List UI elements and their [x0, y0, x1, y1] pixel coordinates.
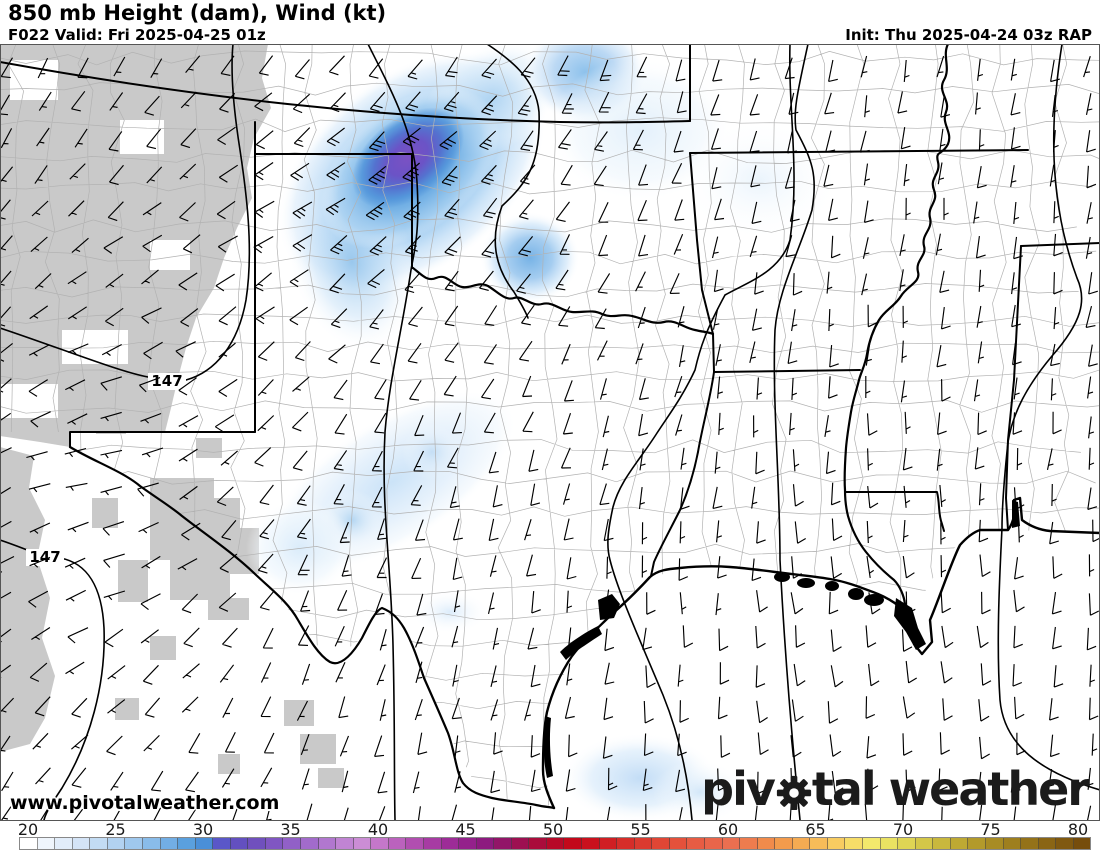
colorbar-cell	[687, 838, 705, 849]
map-svg: 147 147	[0, 44, 1100, 821]
colorbar-cell	[915, 838, 934, 849]
colorbar-cell	[985, 838, 1004, 849]
colorbar-cell	[459, 838, 477, 849]
colorbar-cell	[72, 838, 91, 849]
colorbar-tick-label: 40	[367, 820, 389, 839]
colorbar-tick-labels: 20 25 30 35 40 45 50 55 60 65 70 75 80	[0, 820, 1100, 839]
colorbar-cell	[1038, 838, 1057, 849]
colorbar-cell	[898, 838, 916, 849]
colorbar-cell	[546, 838, 565, 849]
colorbar-cell	[265, 838, 284, 849]
colorbar-tick-label: 50	[542, 820, 564, 839]
colorbar-cell	[37, 838, 56, 849]
weather-map-canvas: 147 147 www.pivotalweather.com piv tal we…	[0, 44, 1100, 821]
colorbar-cell	[880, 838, 899, 849]
colorbar-cell	[20, 838, 38, 849]
pivotal-weather-logo: piv tal weather	[701, 762, 1090, 816]
colorbar-tick-label: 25	[105, 820, 126, 839]
colorbar-tick-label: 35	[280, 820, 301, 839]
colorbar-cell	[582, 838, 600, 849]
watermark-url: www.pivotalweather.com	[10, 792, 280, 814]
colorbar-cell	[283, 838, 301, 849]
wind-barbs-layer	[0, 55, 1100, 821]
height-contour-label: 147	[151, 372, 182, 390]
colorbar-tick-label: 30	[192, 820, 214, 839]
colorbar-cell	[740, 838, 758, 849]
colorbar-cell	[827, 838, 846, 849]
colorbar-cell	[757, 838, 776, 849]
colorbar-cell	[863, 838, 881, 849]
colorbar-cell	[599, 838, 618, 849]
colorbar-cell	[160, 838, 179, 849]
colorbar-cell	[564, 838, 582, 849]
colorbar-cell	[1021, 838, 1039, 849]
colorbar-tick-label: 45	[455, 820, 476, 839]
logo-text-piv: piv	[701, 762, 776, 816]
colorbar-cell	[230, 838, 249, 849]
forecast-valid-label: F022 Valid: Fri 2025-04-25 01z	[8, 26, 266, 44]
colorbar-cell	[634, 838, 653, 849]
colorbar-tick-label: 65	[805, 820, 826, 839]
colorbar-cell	[353, 838, 372, 849]
colorbar-cell	[55, 838, 73, 849]
colorbar-cell	[933, 838, 951, 849]
colorbar-cell	[371, 838, 389, 849]
colorbar-cell	[968, 838, 986, 849]
colorbar-cell	[90, 838, 108, 849]
colorbar-cell	[529, 838, 547, 849]
colorbar-tick-label: 60	[717, 820, 739, 839]
colorbar-cell	[178, 838, 196, 849]
colorbar-cell	[775, 838, 793, 849]
colorbar-cell	[301, 838, 319, 849]
colorbar-cell	[441, 838, 460, 849]
colorbar-cell	[792, 838, 811, 849]
colorbar-cell	[652, 838, 670, 849]
colorbar-cell	[1056, 838, 1074, 849]
colorbar-cell	[318, 838, 337, 849]
colorbar-cell	[125, 838, 143, 849]
map-header: 850 mb Height (dam), Wind (kt) F022 Vali…	[0, 0, 1100, 44]
colorbar-cell	[248, 838, 266, 849]
colorbar-cell	[950, 838, 969, 849]
colorbar-cell	[494, 838, 512, 849]
colorbar-cell	[511, 838, 530, 849]
height-contour-label: 147	[29, 548, 60, 566]
model-init-label: Init: Thu 2025-04-24 03z RAP	[845, 26, 1092, 44]
colorbar-cell	[722, 838, 741, 849]
colorbar-cell	[1003, 838, 1022, 849]
colorbar-cell	[336, 838, 354, 849]
colorbar-tick-label: 70	[892, 820, 914, 839]
colorbar-cell	[142, 838, 161, 849]
colorbar-cell	[476, 838, 495, 849]
colorbar-cell	[1073, 838, 1091, 849]
colorbar-cell	[669, 838, 688, 849]
colorbar-cell	[195, 838, 214, 849]
colorbar-tick-label: 75	[980, 820, 1001, 839]
colorbar-cell	[704, 838, 723, 849]
colorbar-cell	[423, 838, 442, 849]
colorbar-cell	[388, 838, 407, 849]
colorbar-cell	[845, 838, 863, 849]
colorbar-tick-label: 80	[1067, 820, 1089, 839]
colorbar-tick-label: 20	[17, 820, 39, 839]
colorbar-cell	[406, 838, 424, 849]
logo-text-tal-weather: tal weather	[811, 762, 1090, 816]
gear-icon	[775, 773, 813, 811]
colorbar-cell	[213, 838, 231, 849]
wind-speed-colorbar	[19, 837, 1091, 850]
colorbar-cell	[107, 838, 126, 849]
page-title: 850 mb Height (dam), Wind (kt)	[8, 1, 387, 25]
colorbar-cell	[617, 838, 635, 849]
colorbar-tick-label: 55	[630, 820, 651, 839]
colorbar-cell	[810, 838, 828, 849]
